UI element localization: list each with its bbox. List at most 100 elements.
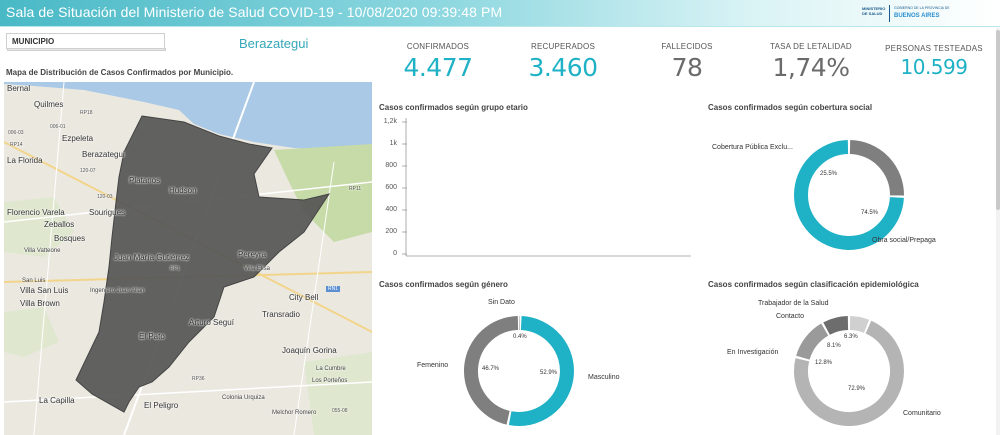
map-road-120-03: 120-03 bbox=[97, 194, 113, 200]
map-label-florencio-varela: Florencio Varela bbox=[7, 208, 65, 217]
class-label-contacto: Contacto bbox=[776, 313, 805, 320]
selected-municipio: Berazategui bbox=[239, 36, 309, 51]
map-label-pereyra: Pereyra bbox=[238, 250, 267, 259]
age-chart-title: Casos confirmados según grupo etario bbox=[379, 103, 528, 112]
coastal-green-area bbox=[274, 144, 372, 242]
coverage-label-publica: Cobertura Pública Exclu... bbox=[712, 144, 793, 151]
map-label-arturo-segui: Arturo Seguí bbox=[189, 318, 234, 327]
logo-separator bbox=[889, 5, 890, 22]
map-road-rp18: RP18 bbox=[80, 110, 93, 116]
map-label-colonia-urquiza: Colonia Urquiza bbox=[222, 395, 265, 401]
gender-label-femenino: Femenino bbox=[417, 362, 449, 369]
berazategui-region[interactable] bbox=[75, 115, 331, 413]
classification-slice-3[interactable] bbox=[823, 316, 849, 335]
map-label-la-florida: La Florida bbox=[7, 156, 43, 165]
classification-slice-2[interactable] bbox=[796, 323, 829, 360]
class-pct-contacto: 8.1% bbox=[827, 343, 841, 349]
map-label-ezpeleta: Ezpeleta bbox=[62, 134, 94, 143]
map-label-quilmes: Quilmes bbox=[34, 100, 64, 109]
header-bar: Sala de Situación del Ministerio de Salu… bbox=[0, 0, 1000, 27]
class-pct-trabajador: 6.3% bbox=[844, 334, 858, 340]
gender-slice-2[interactable] bbox=[464, 316, 519, 425]
kpi-confirmados-label: CONFIRMADOS bbox=[406, 42, 470, 51]
green-area-1 bbox=[4, 197, 74, 257]
coverage-slice-1[interactable] bbox=[794, 140, 904, 250]
logo-province-text: BUENOS AIRES bbox=[894, 13, 940, 19]
gender-pct-femenino: 46.7% bbox=[482, 366, 500, 372]
gender-slice-1[interactable] bbox=[508, 316, 574, 426]
kpi-testeadas-label: PERSONAS TESTEADAS bbox=[885, 44, 983, 53]
filter-selection-bar bbox=[7, 48, 166, 51]
map-label-los-portenos: Los Porteños bbox=[312, 378, 348, 384]
map-road-055-08: 055-08 bbox=[332, 408, 348, 414]
y-tick-600: 600 bbox=[385, 184, 397, 191]
map-label-la-capilla: La Capilla bbox=[39, 396, 75, 405]
classification-slice-1[interactable] bbox=[794, 320, 904, 426]
class-label-comunitario: Comunitario bbox=[903, 410, 941, 417]
municipio-filter-label: MUNICIPIO bbox=[12, 37, 55, 46]
gender-pct-sin-dato: 0.4% bbox=[513, 334, 527, 340]
road-5 bbox=[293, 161, 335, 435]
class-pct-investigacion: 12.8% bbox=[815, 360, 833, 366]
map-road-rp14: RP14 bbox=[10, 142, 23, 148]
y-tick-1000: 1k bbox=[389, 140, 397, 147]
y-tick-0: 0 bbox=[393, 250, 397, 257]
class-label-trabajador: Trabajador de la Salud bbox=[758, 300, 829, 307]
gender-chart-title: Casos confirmados según género bbox=[379, 280, 508, 289]
y-tick-400: 400 bbox=[385, 206, 397, 213]
page-title: Sala de Situación del Ministerio de Salu… bbox=[6, 4, 503, 20]
map-label-san-luis: San Luis bbox=[22, 278, 46, 284]
map-label-juan-maria-gutierrez: Juan María Gutiérrez bbox=[114, 253, 190, 262]
coverage-donut[interactable] bbox=[789, 135, 909, 255]
class-pct-comunitario: 72.9% bbox=[848, 386, 866, 392]
map-label-villa-san-luis: Villa San Luis bbox=[20, 286, 69, 295]
municipio-filter[interactable]: MUNICIPIO bbox=[6, 33, 166, 51]
river-water bbox=[4, 82, 372, 150]
kpi-fallecidos: FALLECIDOS 78 bbox=[627, 42, 747, 82]
classification-donut[interactable] bbox=[789, 311, 909, 431]
map-label-el-peligro: El Peligro bbox=[144, 401, 179, 410]
kpi-testeadas: PERSONAS TESTEADAS 10.599 bbox=[874, 44, 994, 79]
map-label-la-cumbre: La Cumbre bbox=[316, 366, 346, 372]
map-label-el-pato: El Pato bbox=[139, 332, 165, 341]
map-road-rn1: RN1 bbox=[326, 286, 341, 292]
kpi-letalidad-value: 1,74% bbox=[772, 53, 850, 82]
map-title: Mapa de Distribución de Casos Confirmado… bbox=[6, 68, 234, 77]
map-label-villa-brown: Villa Brown bbox=[20, 299, 60, 308]
map-label-ingeniero-juan-allan: Ingeniero Juan Allan bbox=[90, 288, 145, 294]
y-tick-800: 800 bbox=[385, 162, 397, 169]
road-4 bbox=[33, 82, 65, 435]
logo-ministry-text: MINISTERIO DE SALUD bbox=[862, 6, 886, 16]
map-label-sourigues: Sourigues bbox=[89, 208, 126, 217]
map-label-transradio: Transradio bbox=[262, 310, 300, 319]
age-chart-axes bbox=[402, 118, 691, 257]
gender-donut[interactable] bbox=[459, 311, 579, 431]
coverage-chart-title: Casos confirmados según cobertura social bbox=[708, 103, 873, 112]
map-road-120-07: 120-07 bbox=[80, 168, 96, 174]
coverage-pct-obra-social: 74.5% bbox=[861, 210, 879, 216]
map-road-rp11: RP11 bbox=[349, 186, 362, 192]
gender-pct-masculino: 52.9% bbox=[540, 370, 558, 376]
map-label-hudson: Hudson bbox=[169, 186, 197, 195]
map-canvas bbox=[4, 82, 372, 435]
y-tick-1200: 1,2k bbox=[383, 118, 397, 125]
coverage-slice-0[interactable] bbox=[849, 140, 905, 196]
gender-label-sin-dato: Sin Dato bbox=[488, 299, 515, 306]
distribution-map[interactable]: Bernal Quilmes Ezpeleta La Florida Beraz… bbox=[4, 82, 372, 435]
scrollbar-thumb[interactable] bbox=[996, 30, 1000, 210]
gender-label-masculino: Masculino bbox=[588, 374, 620, 381]
kpi-confirmados-value: 4.477 bbox=[403, 53, 473, 82]
kpi-recuperados-value: 3.460 bbox=[528, 53, 598, 82]
class-label-investigacion: En Investigación bbox=[727, 349, 779, 356]
logo-govt-text: GOBIERNO DE LA PROVINCIA DE bbox=[894, 6, 950, 10]
coverage-pct-publica: 25.5% bbox=[820, 171, 838, 177]
classification-chart-title: Casos confirmados según clasificación ep… bbox=[708, 280, 919, 289]
age-bar-chart[interactable]: 1,2k 1k 800 600 400 200 0 bbox=[375, 113, 695, 263]
classification-slice-0[interactable] bbox=[849, 316, 870, 333]
kpi-recuperados: RECUPERADOS 3.460 bbox=[503, 42, 623, 82]
map-road-006-03: 006-03 bbox=[8, 130, 24, 136]
kpi-fallecidos-label: FALLECIDOS bbox=[661, 42, 713, 51]
y-tick-200: 200 bbox=[385, 228, 397, 235]
green-area-2 bbox=[4, 307, 59, 357]
scrollbar-track[interactable] bbox=[996, 28, 1000, 435]
